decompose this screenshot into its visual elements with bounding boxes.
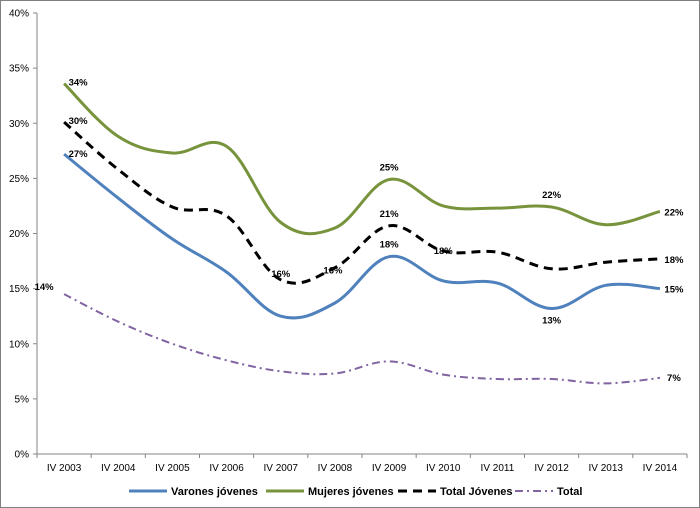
- y-tick-label: 0%: [15, 450, 30, 461]
- data-label-total-jovenes: 21%: [380, 209, 400, 220]
- x-tick-label: IV 2010: [426, 463, 461, 474]
- x-tick-label: IV 2006: [209, 463, 244, 474]
- data-label-varones-jovenes: 18%: [380, 240, 400, 251]
- x-tick-label: IV 2004: [101, 463, 136, 474]
- series-line-mujeres-jovenes: [63, 82, 661, 236]
- data-label-varones-jovenes: 27%: [69, 149, 89, 160]
- legend-label-total: Total: [557, 486, 582, 498]
- y-tick-label: 25%: [9, 174, 29, 185]
- series-line-varones-jovenes: [63, 152, 661, 320]
- data-label-varones-jovenes: 13%: [542, 315, 562, 326]
- x-tick-label: IV 2008: [318, 463, 353, 474]
- data-label-mujeres-jovenes: 22%: [542, 190, 562, 201]
- data-label-total-jovenes: 16%: [271, 269, 291, 280]
- legend-label-varones-jovenes: Varones jóvenes: [171, 486, 258, 498]
- y-tick-label: 40%: [9, 9, 29, 20]
- series-line-total-jovenes: [63, 120, 660, 285]
- x-tick-label: IV 2012: [534, 463, 569, 474]
- y-tick-label: 10%: [9, 339, 29, 350]
- data-label-total: 14%: [35, 282, 55, 293]
- x-tick-label: IV 2007: [264, 463, 299, 474]
- x-tick-label: IV 2011: [481, 463, 515, 474]
- series-line-total: [63, 293, 661, 385]
- x-tick-label: IV 2009: [372, 463, 407, 474]
- data-label-total-jovenes: 30%: [69, 116, 89, 127]
- data-label-total-jovenes: 18%: [434, 246, 454, 257]
- data-label-total-jovenes: 18%: [664, 255, 684, 266]
- data-label-varones-jovenes: 15%: [664, 285, 684, 296]
- y-tick-label: 5%: [15, 394, 30, 405]
- data-label-total: 7%: [667, 373, 681, 384]
- y-tick-label: 30%: [9, 119, 29, 130]
- x-tick-label: IV 2005: [155, 463, 190, 474]
- legend-label-mujeres-jovenes: Mujeres jóvenes: [308, 486, 394, 498]
- x-tick-label: IV 2013: [589, 463, 624, 474]
- data-label-mujeres-jovenes: 34%: [69, 78, 89, 89]
- y-tick-label: 15%: [9, 284, 29, 295]
- x-tick-label: IV 2003: [47, 463, 82, 474]
- legend-label-total-jovenes: Total Jóvenes: [440, 486, 513, 498]
- data-label-mujeres-jovenes: 25%: [380, 162, 400, 173]
- y-tick-label: 20%: [9, 229, 29, 240]
- x-tick-label: IV 2014: [643, 463, 678, 474]
- y-tick-label: 35%: [9, 64, 29, 75]
- data-label-total-jovenes: 16%: [323, 266, 343, 277]
- data-label-mujeres-jovenes: 22%: [664, 207, 684, 218]
